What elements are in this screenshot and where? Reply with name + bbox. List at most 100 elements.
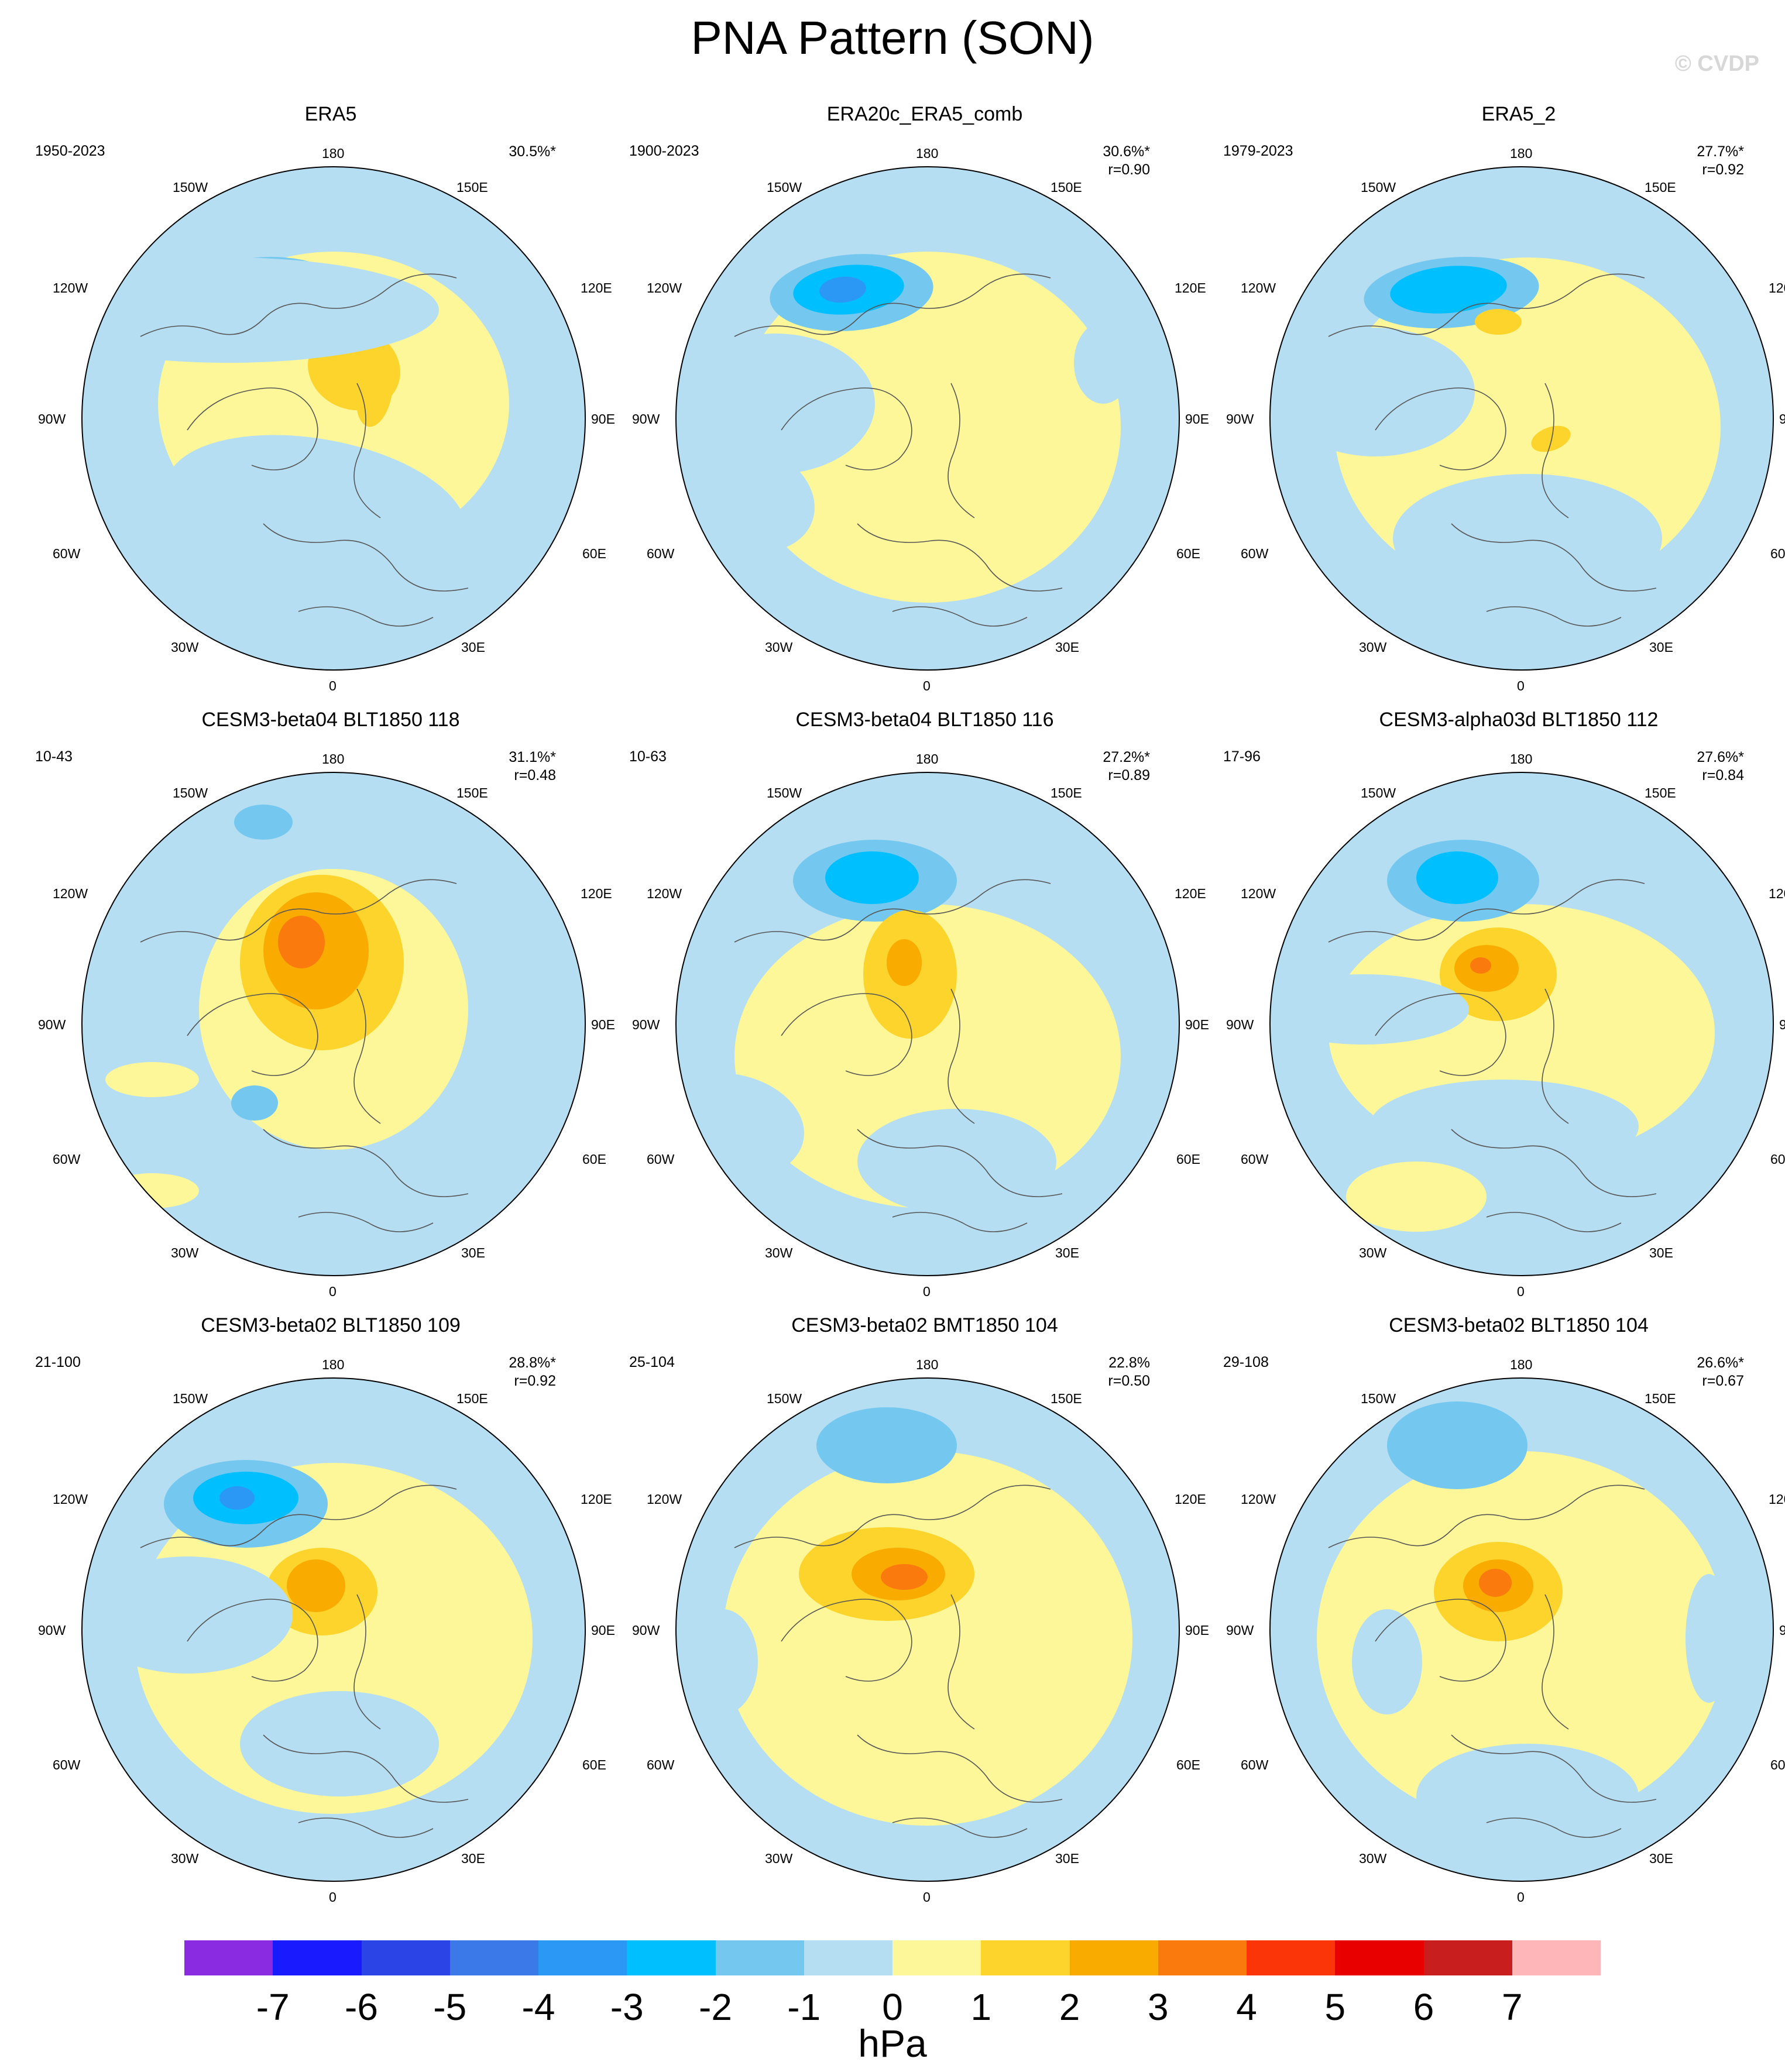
variance-stats: 30.5%* xyxy=(468,143,556,161)
longitude-label: 0 xyxy=(1517,1284,1525,1299)
longitude-label: 120E xyxy=(1769,1492,1785,1507)
polar-map xyxy=(1269,1377,1774,1882)
contour-region xyxy=(1531,425,1571,452)
variance-stats: 30.6%* r=0.90 xyxy=(1062,143,1150,179)
panel-years: 1900-2023 xyxy=(629,143,699,159)
longitude-label: 90E xyxy=(1185,411,1209,427)
colorbar-swatch xyxy=(449,1940,538,1975)
polar-map xyxy=(675,166,1180,671)
longitude-label: 60W xyxy=(647,1152,675,1167)
map-panel: ERA5_2 1979-2023 27.7%* r=0.92 180 0 150W 150E 1… xyxy=(1223,99,1785,696)
panel-years: 21-100 xyxy=(35,1354,81,1370)
longitude-label: 30E xyxy=(461,1851,485,1866)
map-panel: CESM3-beta02 BLT1850 109 21-100 28.8%* r=0.… xyxy=(35,1311,626,1908)
colorbar-swatch xyxy=(804,1940,893,1975)
longitude-label: 0 xyxy=(923,1284,931,1299)
longitude-label: 0 xyxy=(1517,678,1525,693)
polar-map xyxy=(675,772,1180,1276)
longitude-label: 150E xyxy=(1645,180,1676,195)
contour-region xyxy=(105,1062,199,1097)
colorbar-swatch xyxy=(893,1940,981,1975)
contour-region xyxy=(234,805,293,840)
longitude-label: 120W xyxy=(53,886,88,901)
pattern-correlation: r=0.90 xyxy=(1108,162,1150,178)
colorbar-swatch xyxy=(361,1940,450,1975)
contour-region xyxy=(1393,474,1662,603)
longitude-label: 30W xyxy=(765,1245,793,1260)
contour-region xyxy=(231,1085,278,1121)
longitude-label: 120E xyxy=(1769,280,1785,295)
panel-years: 1950-2023 xyxy=(35,143,105,159)
percent-variance: 30.5%* xyxy=(509,143,556,160)
colorbar-tick-label: 3 xyxy=(1147,1986,1169,2028)
contour-region xyxy=(1470,957,1491,974)
longitude-label: 150W xyxy=(173,785,208,800)
contour-region xyxy=(82,257,439,363)
coastline xyxy=(734,879,1063,1232)
longitude-label: 60E xyxy=(582,1757,606,1772)
contour-region xyxy=(688,1609,758,1714)
longitude-label: 90W xyxy=(632,1017,660,1032)
longitude-label: 180 xyxy=(1510,751,1533,767)
contour-region xyxy=(857,1109,1056,1214)
map-border xyxy=(1269,166,1774,671)
longitude-label: 60W xyxy=(53,1152,81,1167)
longitude-label: 60W xyxy=(647,1757,675,1772)
longitude-label: 0 xyxy=(329,678,337,693)
longitude-label: 150W xyxy=(173,180,208,195)
pattern-correlation: r=0.92 xyxy=(1702,162,1744,178)
longitude-label: 30E xyxy=(1649,1245,1673,1260)
longitude-label: 60W xyxy=(1241,1757,1269,1772)
longitude-label: 150W xyxy=(1361,785,1396,800)
longitude-label: 120W xyxy=(647,1492,682,1507)
panel-years: 10-43 xyxy=(35,748,73,765)
contour-region xyxy=(723,1451,1132,1826)
colorbar-tick-label: -4 xyxy=(521,1986,555,2028)
colorbar-tick-label: -6 xyxy=(345,1986,378,2028)
coastline xyxy=(140,273,469,627)
coastline xyxy=(140,879,469,1232)
panel-title: CESM3-beta02 BLT1850 104 xyxy=(1389,1314,1649,1336)
longitude-label: 180 xyxy=(322,751,345,767)
variance-stats: 27.6%* r=0.84 xyxy=(1656,748,1744,785)
longitude-label: 60E xyxy=(1176,546,1200,561)
contour-region xyxy=(1074,322,1132,404)
map-panel: CESM3-beta02 BMT1850 104 25-104 22.8% r=0.5… xyxy=(629,1311,1220,1908)
contour-region xyxy=(1416,1744,1639,1849)
contour-region xyxy=(219,1486,255,1510)
longitude-label: 90W xyxy=(632,1623,660,1638)
map-panel: ERA20c_ERA5_comb 1900-2023 30.6%* r=0.90 180… xyxy=(629,99,1220,696)
contour-region xyxy=(1479,1569,1512,1597)
contour-region xyxy=(1369,1080,1639,1173)
longitude-label: 120W xyxy=(1241,1492,1276,1507)
colorbar-tick-label: 4 xyxy=(1236,1986,1257,2028)
longitude-label: 30W xyxy=(171,1245,199,1260)
variance-stats: 28.8%* r=0.92 xyxy=(468,1354,556,1390)
colorbar xyxy=(184,1940,1601,1975)
panel-title: CESM3-beta02 BMT1850 104 xyxy=(791,1314,1058,1336)
contour-region xyxy=(287,1559,345,1612)
contour-region xyxy=(1416,851,1498,904)
longitude-label: 60W xyxy=(1241,1152,1269,1167)
variance-stats: 26.6%* r=0.67 xyxy=(1656,1354,1744,1390)
longitude-label: 60W xyxy=(647,546,675,561)
longitude-label: 60E xyxy=(1176,1152,1200,1167)
contour-region xyxy=(881,1564,928,1590)
longitude-label: 60E xyxy=(1770,1152,1785,1167)
percent-variance: 30.6%* xyxy=(1103,143,1150,160)
map-border xyxy=(675,772,1180,1276)
contour-region xyxy=(819,276,866,303)
map-border xyxy=(675,166,1180,671)
colorbar-swatch xyxy=(1069,1940,1158,1975)
contour-region xyxy=(1475,309,1522,335)
longitude-label: 120E xyxy=(1175,1492,1206,1507)
percent-variance: 26.6%* xyxy=(1697,1355,1744,1371)
longitude-label: 0 xyxy=(1517,1889,1525,1905)
map-panel: CESM3-alpha03d BLT1850 112 17-96 27.6%* r=0… xyxy=(1223,705,1785,1302)
longitude-label: 30W xyxy=(171,1851,199,1866)
longitude-label: 120W xyxy=(1241,886,1276,901)
contour-region xyxy=(1387,1401,1527,1489)
longitude-label: 30E xyxy=(461,1245,485,1260)
coastline xyxy=(1328,273,1657,627)
colorbar-tick-label: 1 xyxy=(970,1986,992,2028)
